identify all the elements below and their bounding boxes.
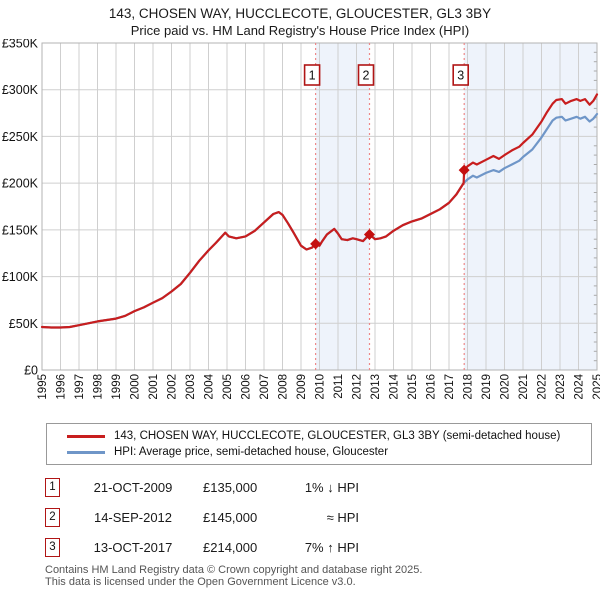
x-axis-label: 2001: [148, 374, 160, 400]
transaction-table: 1 21-OCT-2009 £135,000 1% ↓ HPI 2 14-SEP…: [45, 472, 600, 562]
x-axis-label: 2023: [555, 374, 567, 400]
page-subtitle: Price paid vs. HM Land Registry's House …: [130, 23, 470, 38]
transaction-vs-hpi: 7% ↑ HPI: [304, 539, 359, 555]
svg-text:3: 3: [457, 69, 464, 83]
transaction-vs-hpi: 1% ↓ HPI: [304, 479, 359, 495]
legend-label-price: 143, CHOSEN WAY, HUCCLECOTE, GLOUCESTER,…: [114, 430, 561, 442]
y-axis-label: £200K: [2, 177, 39, 191]
x-axis-label: 2007: [259, 374, 271, 400]
transaction-row: 2 14-SEP-2012 £145,000 ≈ HPI: [45, 502, 600, 532]
x-axis-label: 2013: [370, 374, 382, 400]
sale-marker: [458, 164, 470, 176]
sale-marker: [310, 238, 322, 250]
x-axis-label: 2009: [296, 374, 308, 400]
transaction-vs-hpi: ≈ HPI: [326, 509, 359, 525]
price-chart-canvas: 1 2 3 £0 £50K £100K £150K £200K £250K £300K £350K 1…: [0, 37, 600, 415]
chart-header: 143, CHOSEN WAY, HUCCLECOTE, GLOUCESTER,…: [0, 0, 600, 39]
transaction-date: 21-OCT-2009: [93, 479, 173, 495]
license-line-1: Contains HM Land Registry data © Crown c…: [45, 564, 423, 576]
x-axis-label: 2003: [185, 374, 197, 400]
x-axis-label: 2024: [574, 373, 586, 399]
sale-marker: [363, 229, 375, 241]
x-axis-label: 2011: [333, 374, 345, 399]
price-line-swatch: [67, 434, 105, 438]
x-axis-label: 2017: [444, 374, 456, 400]
page-title: 143, CHOSEN WAY, HUCCLECOTE, GLOUCESTER,…: [108, 6, 492, 21]
svg-text:2: 2: [363, 69, 370, 83]
license-line-2: This data is licensed under the Open Gov…: [45, 576, 356, 588]
transaction-row: 1 21-OCT-2009 £135,000 1% ↓ HPI: [45, 472, 600, 502]
x-axis-label: 2002: [167, 374, 179, 400]
ownership-band: [315, 43, 370, 370]
transaction-row: 3 13-OCT-2017 £214,000 7% ↑ HPI: [45, 532, 600, 562]
svg-text:1: 1: [309, 69, 316, 83]
event-1-badge: 1: [45, 477, 60, 497]
series-price_line: [40, 93, 599, 329]
chart-svg: 1 2 3 £0 £50K £100K £150K £200K £250K £300K £350K 1…: [2, 37, 600, 400]
x-axis-label: 2000: [130, 374, 142, 400]
event-number-box: [303, 64, 321, 86]
x-axis-label: 1998: [93, 374, 105, 400]
x-axis-label: 2015: [407, 374, 419, 400]
transaction-price: £214,000: [203, 539, 258, 555]
x-axis-label: 2006: [241, 374, 253, 400]
x-axis-label: 1997: [74, 374, 86, 400]
y-axis-label: £250K: [2, 130, 39, 144]
x-axis-label: 1999: [111, 374, 123, 400]
x-axis-label: 1996: [56, 374, 68, 400]
x-axis-label: 2020: [500, 374, 512, 400]
transaction-price: £145,000: [203, 509, 258, 525]
x-axis-label: 2004: [204, 373, 216, 399]
x-axis-label: 1995: [37, 374, 49, 400]
y-axis-label: £100K: [2, 270, 39, 284]
x-axis-label: 2022: [537, 374, 549, 400]
x-axis-label: 2019: [481, 374, 493, 400]
legend-label-hpi: HPI: Average price, semi-detached house,…: [114, 446, 389, 458]
legend-item-hpi: HPI: Average price, semi-detached house,…: [67, 444, 585, 460]
x-axis-label: 2012: [352, 374, 364, 400]
license-note: Contains HM Land Registry data © Crown c…: [45, 564, 600, 588]
chart-legend: 143, CHOSEN WAY, HUCCLECOTE, GLOUCESTER,…: [46, 423, 592, 465]
ownership-band: [464, 43, 597, 370]
transaction-date: 14-SEP-2012: [93, 509, 173, 525]
y-axis-label: £350K: [2, 39, 39, 51]
y-axis-label: £50K: [9, 317, 39, 331]
x-axis-label: 2021: [518, 374, 530, 400]
event-3-badge: 3: [45, 537, 60, 557]
x-axis-label: 2016: [426, 374, 438, 400]
hpi-line-swatch: [67, 450, 105, 454]
y-axis-label: £300K: [2, 83, 39, 97]
x-axis-label: 2018: [463, 374, 475, 400]
x-axis-label: 2014: [389, 373, 401, 399]
event-2-badge: 2: [45, 507, 60, 527]
event-number-box: [452, 64, 470, 86]
x-axis-label: 2008: [278, 374, 290, 400]
y-axis-label: £0: [24, 364, 38, 378]
legend-item-price: 143, CHOSEN WAY, HUCCLECOTE, GLOUCESTER,…: [67, 428, 585, 444]
y-axis-label: £150K: [2, 223, 39, 237]
x-axis-label: 2005: [222, 374, 234, 400]
transaction-date: 13-OCT-2017: [93, 539, 173, 555]
transaction-price: £135,000: [203, 479, 258, 495]
x-axis-label: 2010: [315, 374, 327, 400]
x-axis-label: 2025: [592, 374, 600, 400]
event-number-box: [357, 64, 375, 86]
